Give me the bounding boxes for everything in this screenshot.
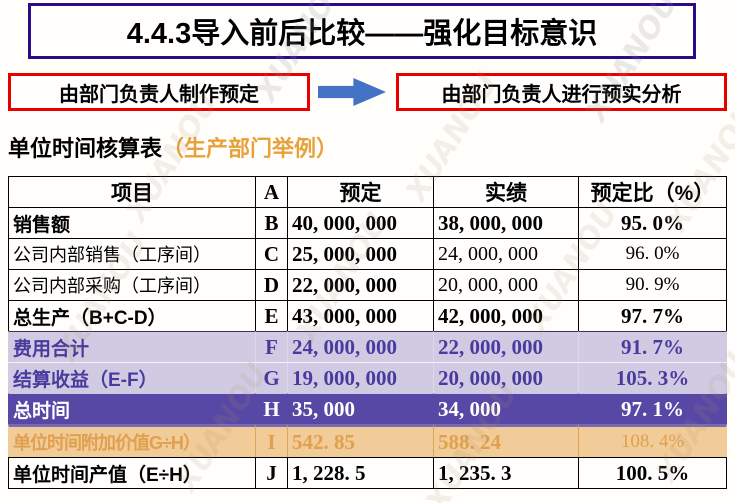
table-row-total-expenses: 费用合计 F 24, 000, 000 22, 000, 000 91. 7% (8, 331, 727, 362)
cell-ratio: 108. 4% (578, 424, 727, 457)
cell-actual: 42, 000, 000 (433, 300, 578, 331)
cell-ratio: 105. 3% (578, 362, 727, 393)
table-header-row: 项目 A 预定 实绩 预定比（%） (8, 176, 727, 207)
flow-box-plan: 由部门负责人制作预定 (8, 73, 310, 111)
cell-code: C (255, 238, 287, 269)
cell-plan: 25, 000, 000 (287, 238, 433, 269)
cell-actual: 1, 235. 3 (433, 457, 578, 489)
cell-ratio: 95. 0% (578, 207, 727, 238)
cell-item: 公司内部销售（工序间） (8, 238, 255, 269)
cell-actual: 38, 000, 000 (433, 207, 578, 238)
cell-item: 公司内部采购（工序间） (8, 269, 255, 300)
unit-time-accounting-table: 项目 A 预定 实绩 预定比（%） 销售额 B 40, 000, 000 38,… (8, 176, 727, 489)
cell-item: 结算收益（E-F） (8, 362, 255, 393)
cell-code: G (255, 362, 287, 393)
cell-item: 总时间 (8, 393, 255, 424)
cell-item: 单位时间附加价值G÷H） (8, 424, 255, 457)
col-header-ratio: 预定比（%） (578, 176, 727, 207)
cell-plan: 40, 000, 000 (287, 207, 433, 238)
table-row-internal-purchase: 公司内部采购（工序间） D 22, 000, 000 20, 000, 000 … (8, 269, 727, 300)
table-row-output-per-hour: 单位时间产值（E÷H） J 1, 228. 5 1, 235. 3 100. 5… (8, 457, 727, 489)
cell-item: 总生产（B+C-D） (8, 300, 255, 331)
table-row-sales: 销售额 B 40, 000, 000 38, 000, 000 95. 0% (8, 207, 727, 238)
cell-code: F (255, 331, 287, 362)
col-header-item: 项目 (8, 176, 255, 207)
flow-box-analysis-label: 由部门负责人进行预实分析 (441, 83, 682, 106)
right-arrow-icon (318, 78, 386, 106)
cell-plan: 1, 228. 5 (287, 457, 433, 489)
section-label: 单位时间核算表（生产部门举例） (8, 131, 338, 163)
cell-code: D (255, 269, 287, 300)
cell-actual: 24, 000, 000 (433, 238, 578, 269)
cell-plan: 35, 000 (287, 393, 433, 424)
cell-ratio: 100. 5% (578, 457, 727, 489)
cell-ratio: 97. 1% (578, 393, 727, 424)
cell-plan: 43, 000, 000 (287, 300, 433, 331)
cell-ratio: 97. 7% (578, 300, 727, 331)
table-row-total-production: 总生产（B+C-D） E 43, 000, 000 42, 000, 000 9… (8, 300, 727, 331)
cell-item: 销售额 (8, 207, 255, 238)
table-row-value-added-per-hour: 单位时间附加价值G÷H） I 542. 85 588. 24 108. 4% (8, 424, 727, 457)
cell-actual: 588. 24 (433, 424, 578, 457)
slide-title-box: 4.4.3导入前后比较——强化目标意识 (28, 3, 696, 59)
cell-actual: 34, 000 (433, 393, 578, 424)
cell-item: 单位时间产值（E÷H） (8, 457, 255, 489)
cell-plan: 24, 000, 000 (287, 331, 433, 362)
cell-item: 费用合计 (8, 331, 255, 362)
cell-actual: 22, 000, 000 (433, 331, 578, 362)
cell-plan: 19, 000, 000 (287, 362, 433, 393)
table-row-internal-sales: 公司内部销售（工序间） C 25, 000, 000 24, 000, 000 … (8, 238, 727, 269)
flow-box-analysis: 由部门负责人进行预实分析 (396, 73, 727, 111)
col-header-plan: 预定 (287, 176, 433, 207)
cell-code: B (255, 207, 287, 238)
table-row-total-time: 总时间 H 35, 000 34, 000 97. 1% (8, 393, 727, 424)
page-title: 4.4.3导入前后比较——强化目标意识 (126, 18, 598, 50)
section-note: （生产部门举例） (162, 136, 339, 161)
cell-code: H (255, 393, 287, 424)
cell-actual: 20, 000, 000 (433, 269, 578, 300)
cell-actual: 20, 000, 000 (433, 362, 578, 393)
section-title: 单位时间核算表 (8, 136, 163, 161)
cell-plan: 542. 85 (287, 424, 433, 457)
cell-ratio: 91. 7% (578, 331, 727, 362)
cell-code: I (255, 424, 287, 457)
cell-plan: 22, 000, 000 (287, 269, 433, 300)
flow-box-plan-label: 由部门负责人制作预定 (59, 83, 259, 106)
col-header-actual: 实绩 (433, 176, 578, 207)
cell-ratio: 96. 0% (578, 238, 727, 269)
table-row-settlement-profit: 结算收益（E-F） G 19, 000, 000 20, 000, 000 10… (8, 362, 727, 393)
col-header-code: A (255, 176, 287, 207)
cell-code: J (255, 457, 287, 489)
cell-code: E (255, 300, 287, 331)
cell-ratio: 90. 9% (578, 269, 727, 300)
